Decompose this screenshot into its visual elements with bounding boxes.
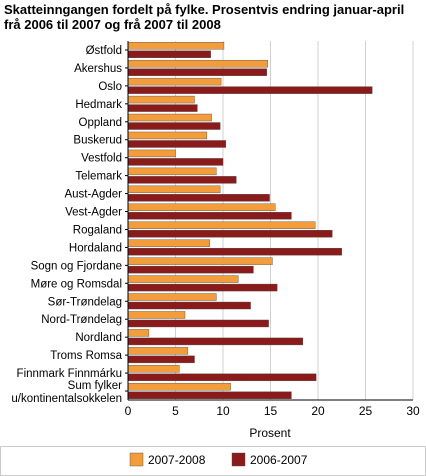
bar-2006-2007-16 [127,337,304,346]
bar-2006-2007-1 [127,68,267,76]
x-tick-label: 0 [125,404,132,418]
bar-2007-2008-19 [127,383,231,391]
legend-frame [0,446,426,476]
bar-2006-2007-17 [127,355,195,364]
bar-2006-2007-14 [127,301,251,310]
chart-title: Skatteinngangen fordelt på fylke. Prosen… [4,2,405,32]
x-axis-label: Prosent [249,426,291,440]
bar-2006-2007-2 [127,86,373,94]
category-label: Telemark [75,171,122,183]
category-label: Nordland [75,332,122,344]
category-label: Sør-Trøndelag [48,296,122,308]
x-tick-label: 5 [172,404,179,418]
bar-2006-2007-9 [127,212,292,220]
legend-swatch-2007-2008 [129,452,144,467]
bar-2007-2008-0 [127,42,225,50]
bar-2007-2008-4 [127,113,212,122]
bar-2007-2008-15 [127,311,186,319]
bar-2006-2007-18 [127,373,317,382]
legend: 2007-2008 2006-2007 [129,452,308,467]
bar-2007-2008-11 [127,239,210,247]
bar-2007-2008-7 [127,167,217,176]
bar-2007-2008-1 [127,59,268,68]
bar-2006-2007-15 [127,319,269,328]
category-label: Rogaland [73,224,122,236]
bar-2007-2008-5 [127,131,208,140]
category-labels: Østfold Akershus Oslo Hedmark Oppland Buskeru… [11,45,122,405]
bar-2007-2008-8 [127,185,221,194]
category-label: Oppland [79,117,122,129]
x-tick-label: 30 [406,404,420,418]
category-label: Buskerud [73,135,122,147]
category-label: Nord-Trøndelag [41,314,122,326]
bars [127,42,373,399]
bar-2007-2008-3 [127,95,195,104]
bar-2006-2007-19 [127,391,292,399]
x-tick-label: 15 [264,404,278,418]
grid-lines [127,41,414,400]
legend-label-2006-2007: 2006-2007 [250,453,308,467]
x-tick-label: 25 [359,404,373,418]
bar-2007-2008-10 [127,221,316,229]
bar-2006-2007-3 [127,104,198,112]
category-label: Møre og Romsdal [31,278,122,290]
bar-2006-2007-5 [127,140,227,148]
bar-2006-2007-10 [127,230,333,238]
bar-2007-2008-9 [127,203,276,211]
bar-2006-2007-6 [127,158,224,166]
bar-2006-2007-7 [127,176,237,184]
legend-swatch-2006-2007 [231,452,246,467]
bar-2006-2007-4 [127,122,221,130]
category-label: Sum fylker u/kontinentalsokkelen [11,380,122,405]
bar-2006-2007-12 [127,265,254,274]
category-label: Oslo [98,81,122,93]
bar-2006-2007-11 [127,247,342,256]
category-label: Akershus [74,63,122,75]
category-label: Finnmark Finnmárku [17,368,122,380]
bar-2007-2008-2 [127,77,222,86]
x-tick-label: 20 [311,404,325,418]
category-label: Vest-Agder [65,207,122,219]
bar-2006-2007-13 [127,283,278,292]
x-tick-label: 10 [216,404,230,418]
category-label: Aust-Agder [64,189,122,201]
bar-2007-2008-12 [127,257,273,265]
category-label: Hordaland [69,242,122,254]
bar-2007-2008-17 [127,347,189,355]
bar-2007-2008-14 [127,293,217,301]
category-label: Hedmark [75,99,122,111]
category-label: Troms Romsa [50,350,122,362]
bar-2007-2008-18 [127,365,180,373]
legend-label-2007-2008: 2007-2008 [148,453,206,467]
bar-2007-2008-13 [127,275,239,283]
bar-2006-2007-8 [127,194,270,202]
bar-2006-2007-0 [127,50,211,58]
axes: 0 5 10 15 20 25 30 [125,41,420,418]
bar-2007-2008-6 [127,149,176,158]
category-label: Østfold [86,45,122,57]
category-label: Vestfold [81,153,122,165]
category-label: Sogn og Fjordane [31,260,122,272]
bar-2007-2008-16 [127,329,150,337]
